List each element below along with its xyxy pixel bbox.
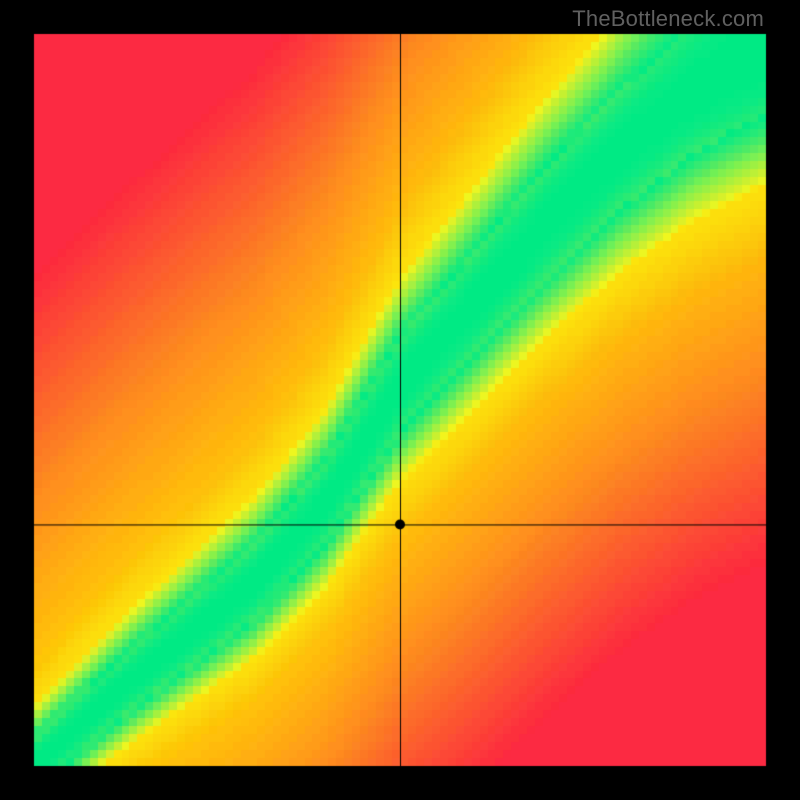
chart-container: TheBottleneck.com (0, 0, 800, 800)
bottleneck-heatmap (0, 0, 800, 800)
watermark-text: TheBottleneck.com (572, 6, 764, 32)
